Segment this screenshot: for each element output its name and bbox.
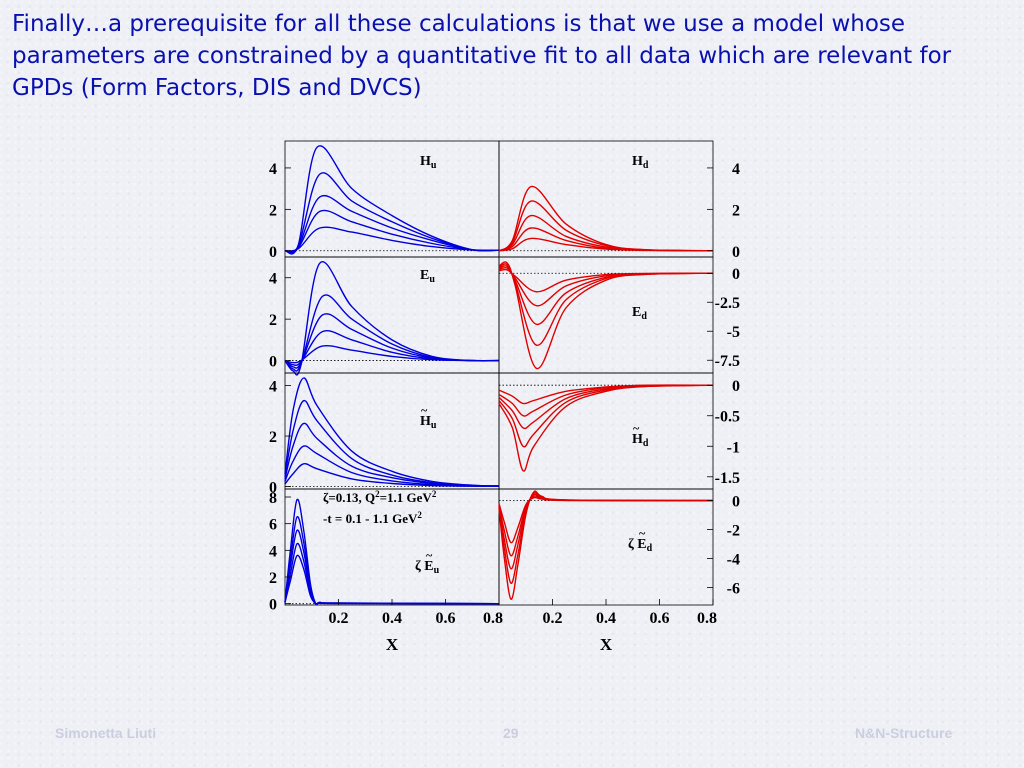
panel-label: Hu	[420, 154, 437, 171]
series-line-5	[498, 268, 714, 293]
panel-label: Hd	[632, 154, 649, 171]
series-line-5	[284, 226, 500, 252]
series-line-2	[498, 200, 714, 252]
panel-frame	[498, 488, 714, 606]
panel-label: ζ Ed	[628, 537, 653, 554]
panel-Hd: 0 2 4 Hd	[498, 140, 740, 261]
series-line-4	[284, 542, 500, 605]
y-tick-label: 0	[269, 354, 277, 371]
series-line-4	[284, 445, 500, 487]
panel-label: Ed	[632, 305, 647, 322]
series-line-5	[284, 462, 500, 487]
series-line-2	[498, 384, 714, 448]
series-line-1	[284, 261, 500, 376]
panel-Htd: 0 -0.5 -1 -1.5 Hd~	[498, 372, 740, 490]
y-tick-label: 2	[732, 202, 740, 219]
series-line-5	[498, 237, 714, 252]
panel-Hu: 0 2 4 Hu	[269, 140, 500, 261]
tilde-mark: ~	[426, 548, 433, 562]
y-tick-label: 2	[269, 312, 277, 329]
y-tick-label: 0	[269, 597, 277, 614]
series-line-3	[498, 493, 714, 570]
panel-label: Hd	[632, 432, 649, 449]
y-tick-label: -1	[727, 439, 740, 456]
series-line-2	[284, 294, 500, 372]
panel-label: Eu	[420, 268, 435, 285]
panel-label: ζ Eu	[415, 559, 440, 576]
y-tick-label: 4	[269, 161, 277, 178]
panel-zEtu: 0 2 4 6 8 0.2 0.4 0.6 0.8 Xζ Eu~	[269, 488, 503, 654]
y-tick-label: 4	[732, 161, 740, 178]
x-axis-label: X	[600, 635, 613, 654]
annotation-line-1: ζ=0.13, Q2=1.1 GeV2	[323, 489, 437, 505]
x-tick-label: 0.8	[697, 610, 717, 627]
x-tick-label: 0.6	[436, 610, 456, 627]
panel-frame	[284, 256, 500, 374]
panel-frame	[498, 140, 714, 258]
series-line-2	[284, 516, 500, 606]
y-tick-label: -4	[727, 552, 740, 569]
series-line-2	[498, 492, 714, 585]
y-tick-label: 8	[269, 490, 277, 507]
x-tick-label: 0.4	[382, 610, 402, 627]
x-tick-label: 0.2	[543, 610, 563, 627]
y-tick-label: 0	[732, 266, 740, 283]
footer-title: N&N-Structure	[855, 725, 953, 741]
series-line-3	[284, 422, 500, 487]
x-tick-label: 0.4	[596, 610, 616, 627]
series-line-1	[498, 185, 714, 252]
y-tick-label: 6	[269, 517, 277, 534]
footer-author: Simonetta Liuti	[55, 725, 157, 741]
series-line-4	[284, 209, 500, 253]
y-tick-label: -1.5	[715, 470, 740, 487]
panel-Ed: 0 -2.5 -5 -7.5 Ed	[498, 256, 740, 374]
series-line-5	[284, 344, 500, 364]
series-line-3	[284, 529, 500, 606]
panel-Htu: 0 2 4 Hu~	[269, 372, 500, 496]
y-tick-label: 0	[269, 479, 277, 496]
slide-headline: Finally…a prerequisite for all these cal…	[12, 11, 952, 101]
series-line-5	[498, 384, 714, 405]
y-tick-label: -0.5	[715, 409, 740, 426]
panel-zEtd: 0 -2 -4 -6 0.2 0.4 0.6 0.8 Xζ Ed~	[498, 488, 740, 654]
series-line-2	[284, 399, 500, 487]
panel-label: Hu	[420, 414, 437, 431]
y-tick-label: 2	[269, 570, 277, 587]
tilde-mark: ~	[421, 403, 428, 417]
annotation-line-2: -t = 0.1 - 1.1 GeV2	[323, 510, 422, 526]
y-tick-label: 2	[269, 202, 277, 219]
series-line-5	[284, 554, 500, 605]
y-tick-label: 0	[732, 244, 740, 261]
y-tick-label: -2.5	[715, 295, 740, 312]
series-line-1	[498, 384, 714, 472]
x-axis-label: X	[386, 635, 399, 654]
series-line-1	[284, 377, 500, 487]
panel-Eu: 0 2 4 Eu	[269, 256, 500, 376]
x-tick-label: 0.8	[483, 610, 503, 627]
x-tick-label: 0.6	[650, 610, 670, 627]
x-tick-label: 0.2	[329, 610, 349, 627]
y-tick-label: 0	[269, 244, 277, 261]
y-tick-label: 4	[269, 543, 277, 560]
panel-frame	[284, 488, 500, 606]
y-tick-label: -5	[727, 324, 740, 341]
y-tick-label: 0	[732, 378, 740, 395]
y-tick-label: 4	[269, 271, 277, 288]
tilde-mark: ~	[639, 526, 646, 540]
series-line-4	[498, 495, 714, 557]
y-tick-label: 0	[732, 494, 740, 511]
series-line-5	[498, 496, 714, 544]
y-tick-label: -6	[727, 581, 740, 598]
footer-page-number: 29	[503, 725, 519, 741]
series-line-3	[284, 194, 500, 253]
y-tick-label: -2	[727, 523, 740, 540]
y-tick-label: 2	[269, 429, 277, 446]
y-tick-label: 4	[269, 379, 277, 396]
tilde-mark: ~	[633, 421, 640, 435]
y-tick-label: -7.5	[715, 353, 740, 370]
series-line-1	[498, 490, 714, 600]
